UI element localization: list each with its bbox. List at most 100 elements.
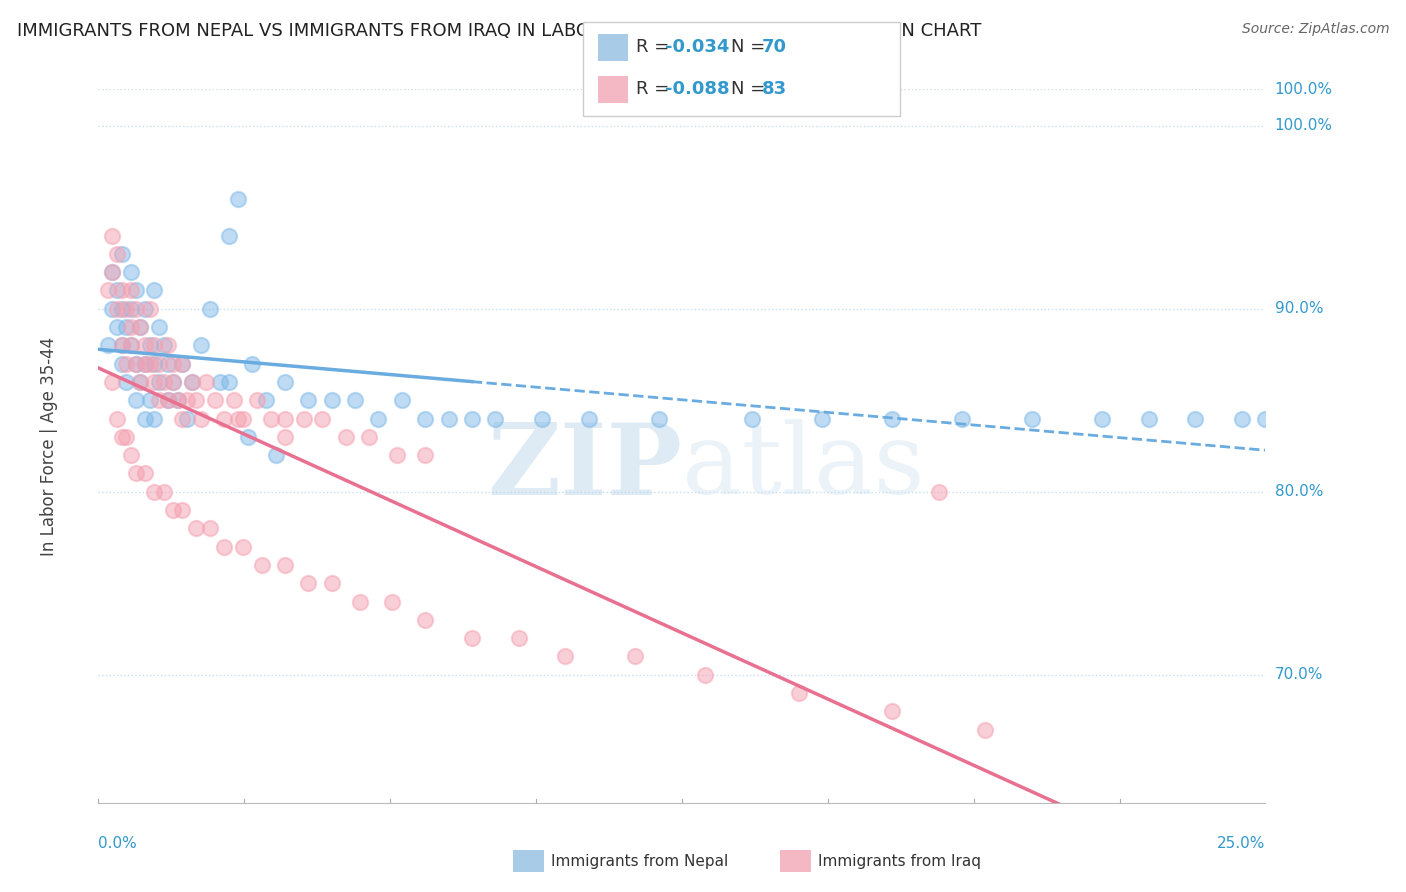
- Point: [508, 631, 530, 645]
- Point: [1021, 411, 1043, 425]
- Point: [367, 411, 389, 425]
- Point: [208, 375, 231, 389]
- Point: [624, 649, 647, 664]
- Point: [111, 301, 134, 316]
- Text: ZIP: ZIP: [486, 419, 682, 516]
- Text: R =: R =: [636, 38, 675, 56]
- Point: [194, 375, 217, 389]
- Point: [172, 503, 194, 517]
- Point: [321, 576, 343, 591]
- Point: [530, 411, 553, 425]
- Point: [359, 430, 381, 444]
- Text: N =: N =: [731, 38, 770, 56]
- Point: [125, 357, 148, 371]
- Point: [335, 430, 357, 444]
- Point: [274, 411, 297, 425]
- Point: [120, 448, 142, 462]
- Point: [115, 375, 138, 389]
- Point: [190, 411, 212, 425]
- Point: [134, 338, 156, 352]
- Point: [176, 393, 198, 408]
- Point: [484, 411, 506, 425]
- Point: [105, 411, 128, 425]
- Point: [190, 338, 212, 352]
- Point: [214, 411, 236, 425]
- Text: 100.0%: 100.0%: [1275, 82, 1333, 96]
- Point: [115, 320, 138, 334]
- Point: [297, 393, 319, 408]
- Point: [166, 393, 188, 408]
- Text: R =: R =: [636, 80, 675, 98]
- Point: [111, 357, 134, 371]
- Point: [111, 284, 134, 298]
- Point: [101, 228, 124, 243]
- Point: [246, 393, 269, 408]
- Point: [274, 430, 297, 444]
- Point: [148, 357, 170, 371]
- Point: [148, 320, 170, 334]
- Point: [125, 301, 148, 316]
- Point: [311, 411, 333, 425]
- Point: [143, 411, 166, 425]
- Point: [101, 265, 124, 279]
- Point: [166, 393, 188, 408]
- Point: [134, 357, 156, 371]
- Point: [200, 301, 222, 316]
- Point: [180, 375, 202, 389]
- Point: [115, 357, 138, 371]
- Point: [242, 357, 264, 371]
- Point: [143, 375, 166, 389]
- Point: [274, 375, 297, 389]
- Text: atlas: atlas: [682, 419, 925, 516]
- Point: [461, 631, 484, 645]
- Text: 83: 83: [762, 80, 787, 98]
- Point: [950, 411, 973, 425]
- Point: [148, 393, 170, 408]
- Point: [413, 411, 436, 425]
- Point: [204, 393, 226, 408]
- Point: [1230, 411, 1253, 425]
- Point: [157, 338, 180, 352]
- Point: [134, 301, 156, 316]
- Point: [413, 448, 436, 462]
- Point: [120, 338, 142, 352]
- Point: [250, 558, 273, 572]
- Point: [143, 484, 166, 499]
- Point: [578, 411, 600, 425]
- Point: [105, 284, 128, 298]
- Point: [105, 247, 128, 261]
- Point: [148, 375, 170, 389]
- Point: [162, 357, 184, 371]
- Point: [880, 704, 903, 718]
- Point: [880, 411, 903, 425]
- Point: [111, 338, 134, 352]
- Text: 25.0%: 25.0%: [1218, 836, 1265, 851]
- Point: [111, 430, 134, 444]
- Point: [974, 723, 997, 737]
- Point: [297, 576, 319, 591]
- Point: [385, 448, 408, 462]
- Point: [1254, 411, 1277, 425]
- Point: [1091, 411, 1114, 425]
- Point: [97, 338, 120, 352]
- Point: [143, 357, 166, 371]
- Text: 100.0%: 100.0%: [1275, 119, 1333, 133]
- Text: In Labor Force | Age 35-44: In Labor Force | Age 35-44: [41, 336, 59, 556]
- Point: [162, 503, 184, 517]
- Point: [381, 594, 404, 608]
- Point: [120, 338, 142, 352]
- Point: [152, 375, 174, 389]
- Point: [554, 649, 576, 664]
- Point: [787, 686, 810, 700]
- Point: [120, 301, 142, 316]
- Point: [928, 484, 950, 499]
- Point: [125, 467, 148, 481]
- Point: [152, 484, 174, 499]
- Point: [152, 338, 174, 352]
- Text: Immigrants from Iraq: Immigrants from Iraq: [818, 855, 981, 869]
- Point: [101, 301, 124, 316]
- Point: [129, 320, 152, 334]
- Point: [129, 375, 152, 389]
- Point: [176, 411, 198, 425]
- Text: IMMIGRANTS FROM NEPAL VS IMMIGRANTS FROM IRAQ IN LABOR FORCE | AGE 35-44 CORRELA: IMMIGRANTS FROM NEPAL VS IMMIGRANTS FROM…: [17, 22, 981, 40]
